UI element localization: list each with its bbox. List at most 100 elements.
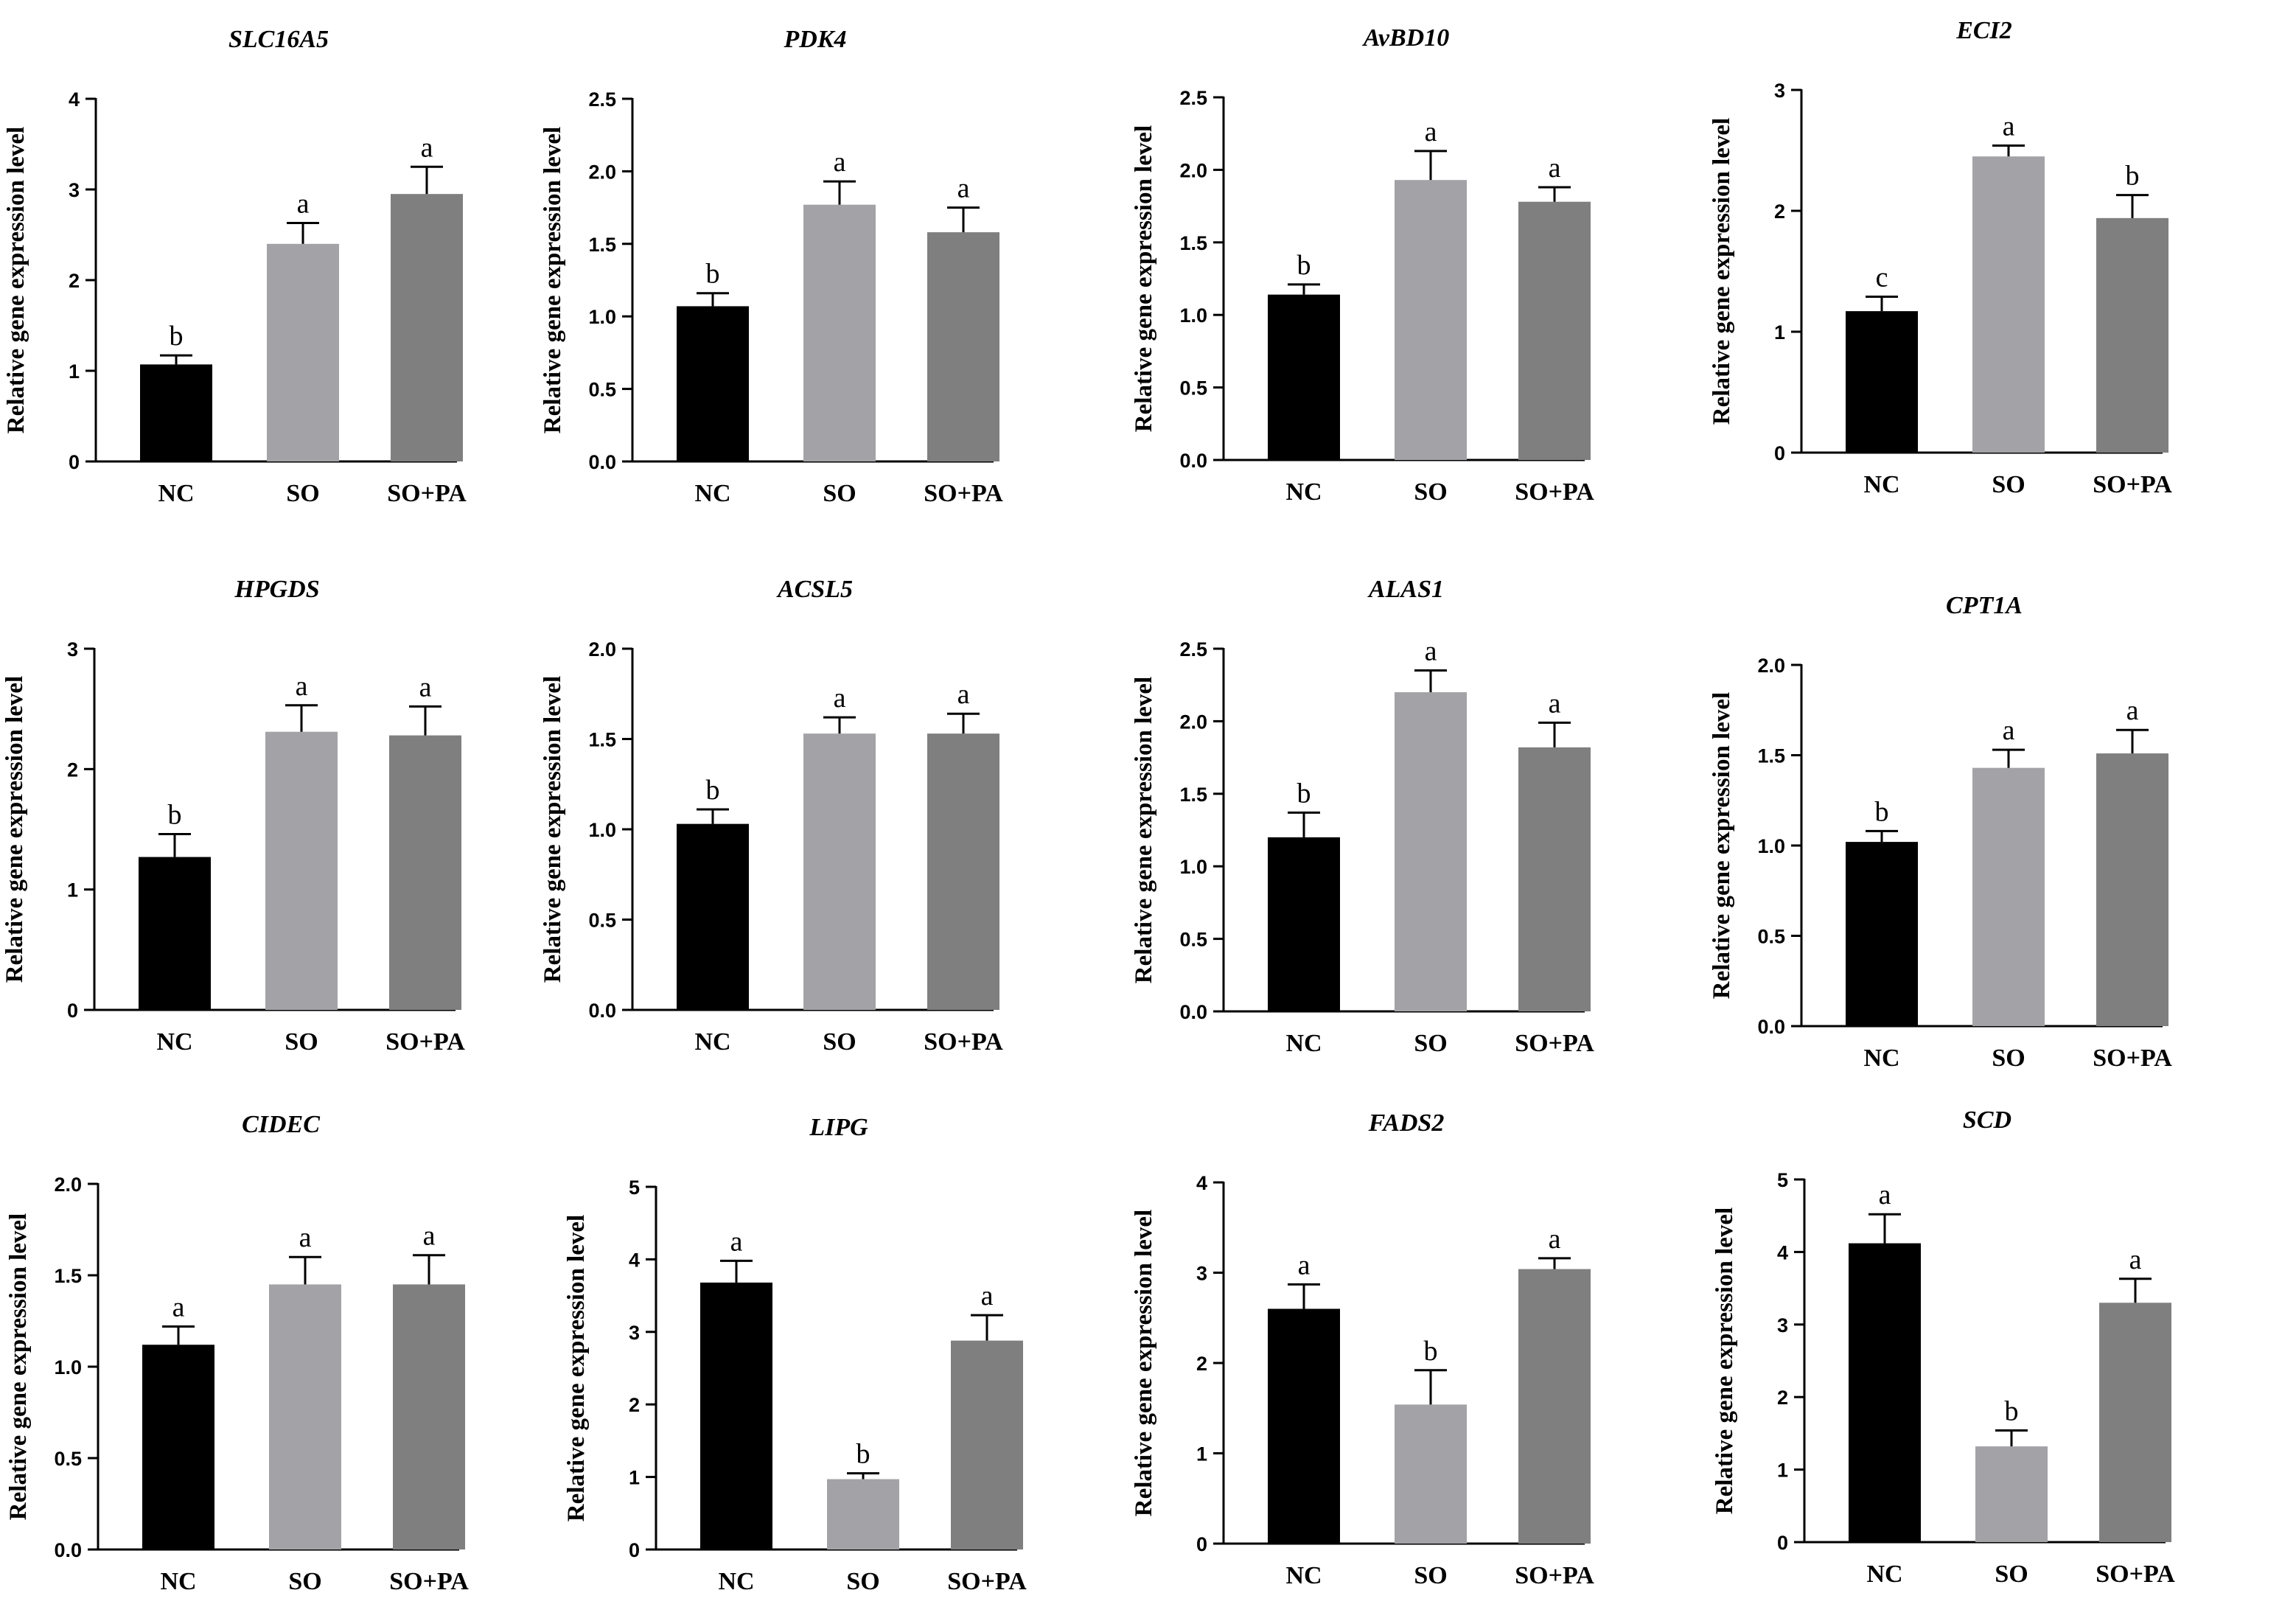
chart-title: SCD bbox=[1963, 1106, 2011, 1134]
bar-so bbox=[267, 243, 339, 461]
chart-title: CIDEC bbox=[242, 1111, 320, 1138]
category-label: NC bbox=[694, 480, 730, 507]
bar-nc bbox=[1849, 1243, 1921, 1542]
y-tick-label: 0 bbox=[67, 1000, 78, 1022]
significance-letter: a bbox=[421, 132, 433, 163]
category-label: NC bbox=[1863, 1045, 1899, 1072]
category-label: SO bbox=[286, 480, 319, 507]
bar-so bbox=[803, 204, 876, 461]
y-tick-label: 2.0 bbox=[1757, 655, 1785, 677]
category-label: SO bbox=[823, 1028, 856, 1056]
significance-letter: b bbox=[1424, 1336, 1438, 1367]
y-tick-label: 3 bbox=[629, 1322, 640, 1344]
category-label: NC bbox=[1285, 1030, 1322, 1057]
y-tick-label: 0.0 bbox=[1179, 450, 1207, 472]
y-axis-label: Relative gene expression level bbox=[1709, 692, 1735, 999]
significance-letter: a bbox=[2003, 715, 2015, 746]
y-axis-label: Relative gene expression level bbox=[1131, 1210, 1157, 1516]
category-label: SO+PA bbox=[389, 1568, 469, 1595]
bar-so-pa bbox=[2096, 753, 2168, 1026]
category-label: SO bbox=[1992, 1045, 2025, 1072]
y-tick-label: 1 bbox=[1777, 1460, 1788, 1482]
category-label: SO bbox=[1995, 1561, 2028, 1588]
y-tick-label: 1.5 bbox=[1179, 232, 1207, 254]
y-tick-label: 1.0 bbox=[588, 306, 616, 328]
y-tick-label: 1.0 bbox=[588, 819, 616, 841]
significance-letter: b bbox=[2126, 161, 2140, 192]
bar-so-pa bbox=[391, 194, 463, 461]
y-tick-label: 1.5 bbox=[588, 234, 616, 256]
significance-letter: b bbox=[1875, 796, 1889, 827]
bar-so bbox=[269, 1284, 341, 1550]
y-tick-label: 0.5 bbox=[1757, 926, 1785, 948]
y-tick-label: 0.0 bbox=[1757, 1016, 1785, 1038]
y-tick-label: 2.0 bbox=[1179, 159, 1207, 181]
y-tick-label: 4 bbox=[1196, 1172, 1207, 1194]
y-tick-label: 1.5 bbox=[54, 1265, 82, 1287]
y-tick-label: 0.0 bbox=[588, 451, 616, 473]
y-tick-label: 0 bbox=[1774, 442, 1785, 464]
significance-letter: a bbox=[2129, 1244, 2142, 1275]
significance-letter: b bbox=[706, 775, 720, 806]
significance-letter: a bbox=[1298, 1249, 1311, 1280]
category-label: SO bbox=[823, 480, 856, 507]
significance-letter: a bbox=[296, 671, 308, 702]
y-tick-label: 0.5 bbox=[588, 379, 616, 401]
significance-letter: a bbox=[981, 1280, 994, 1311]
significance-letter: a bbox=[1879, 1179, 1891, 1210]
category-label: SO+PA bbox=[385, 1028, 465, 1056]
category-label: NC bbox=[718, 1568, 754, 1595]
bar-nc bbox=[700, 1282, 772, 1550]
bar-so bbox=[1395, 180, 1467, 460]
category-label: SO bbox=[285, 1028, 318, 1056]
significance-letter: a bbox=[730, 1226, 743, 1257]
bar-nc bbox=[1268, 294, 1340, 460]
category-label: SO+PA bbox=[2093, 1045, 2172, 1072]
bar-so-pa bbox=[1518, 1269, 1591, 1544]
category-label: NC bbox=[156, 1028, 192, 1056]
y-tick-label: 5 bbox=[1777, 1169, 1788, 1191]
bar-so-pa bbox=[951, 1340, 1023, 1550]
significance-letter: a bbox=[1549, 688, 1561, 719]
category-label: SO+PA bbox=[2093, 471, 2172, 498]
y-axis-label: Relative gene expression level bbox=[1711, 1207, 1738, 1514]
y-tick-label: 0.5 bbox=[1179, 377, 1207, 400]
significance-letter: a bbox=[172, 1291, 185, 1322]
chart-panel-alas1: ALAS1 Relative gene expression level 0.0 0.… bbox=[1131, 576, 1594, 1057]
significance-letter: a bbox=[2003, 111, 2015, 142]
chart-title: HPGDS bbox=[234, 576, 319, 603]
y-tick-label: 3 bbox=[1777, 1314, 1788, 1336]
bar-nc bbox=[1846, 311, 1918, 453]
bar-so-pa bbox=[927, 232, 999, 461]
chart-title: CPT1A bbox=[1946, 592, 2023, 619]
y-tick-label: 2 bbox=[629, 1394, 640, 1416]
chart-panel-avbd10: AvBD10 Relative gene expression level 0.0 0… bbox=[1131, 24, 1594, 506]
chart-title: ACSL5 bbox=[776, 576, 853, 603]
y-tick-label: 2.5 bbox=[1179, 87, 1207, 109]
bar-so bbox=[1395, 1404, 1467, 1544]
y-tick-label: 0 bbox=[1196, 1533, 1207, 1555]
category-label: NC bbox=[1866, 1561, 1902, 1588]
category-label: SO bbox=[1414, 478, 1447, 506]
y-tick-label: 1 bbox=[69, 360, 80, 383]
y-tick-label: 2 bbox=[1196, 1353, 1207, 1375]
bar-so-pa bbox=[1518, 201, 1591, 460]
chart-panel-acsl5: ACSL5 Relative gene expression level 0.0 0.… bbox=[540, 576, 1003, 1056]
bar-so-pa bbox=[393, 1284, 465, 1550]
category-label: NC bbox=[1285, 1562, 1322, 1589]
category-label: SO+PA bbox=[947, 1568, 1027, 1595]
significance-letter: a bbox=[1549, 1224, 1561, 1255]
significance-letter: a bbox=[957, 173, 970, 204]
category-label: SO+PA bbox=[1515, 478, 1594, 506]
y-tick-label: 1.5 bbox=[1757, 745, 1785, 767]
significance-letter: b bbox=[168, 800, 182, 831]
significance-letter: a bbox=[2126, 695, 2139, 726]
y-tick-label: 1.0 bbox=[54, 1356, 82, 1378]
significance-letter: b bbox=[170, 321, 184, 352]
y-tick-label: 2.0 bbox=[588, 161, 616, 183]
y-tick-label: 0.5 bbox=[54, 1448, 82, 1470]
bar-nc bbox=[677, 823, 749, 1010]
category-label: NC bbox=[158, 480, 194, 507]
bar-nc bbox=[1268, 837, 1340, 1011]
